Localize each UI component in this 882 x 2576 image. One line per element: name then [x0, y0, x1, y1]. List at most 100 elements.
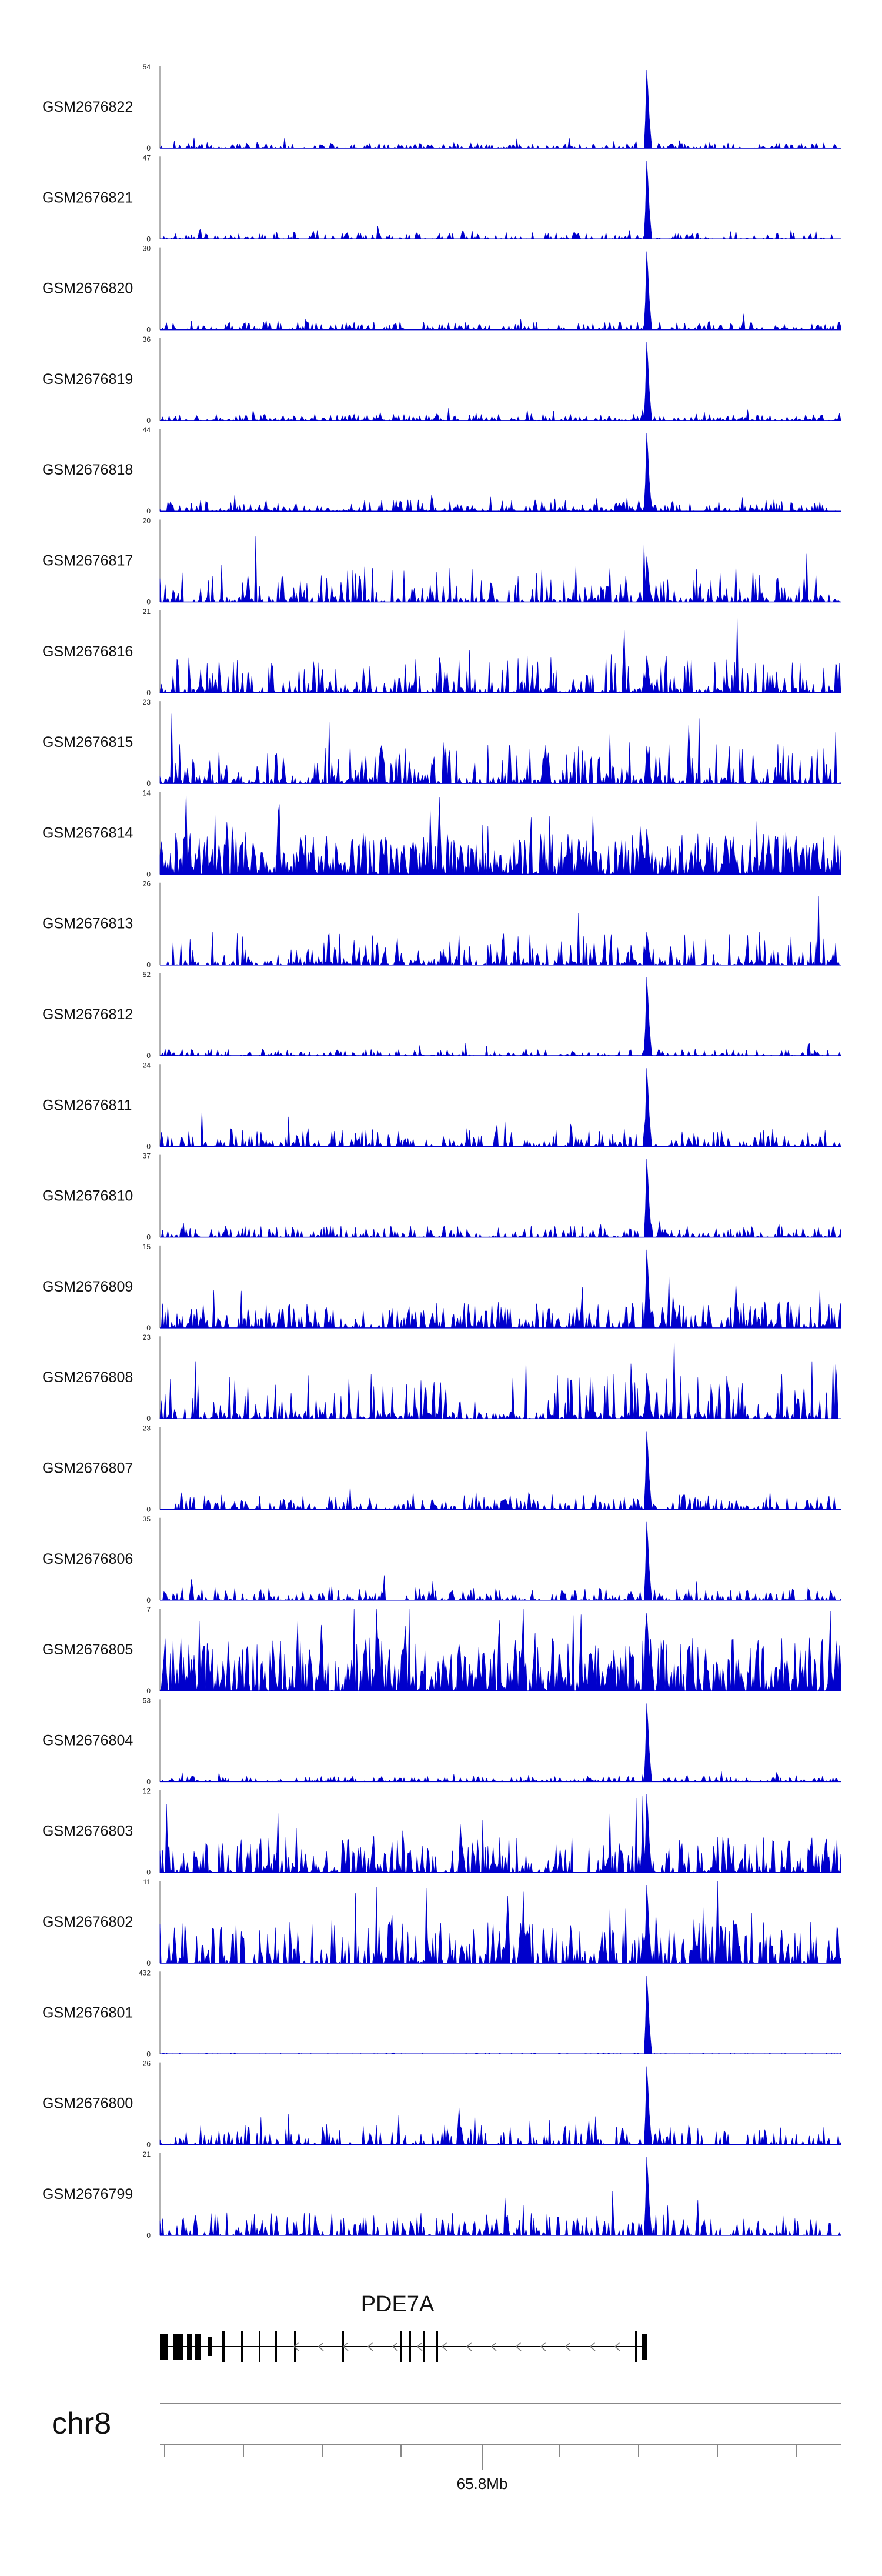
- track-ymin-label: 0: [146, 689, 151, 697]
- track-label: GSM2676818: [42, 462, 133, 478]
- track-ymin-label: 0: [146, 1414, 151, 1423]
- track-gsm2676822: GSM2676822 54 0: [42, 63, 841, 152]
- track-gsm2676818: GSM2676818 44 0: [42, 426, 841, 515]
- gene-exon: [259, 2331, 260, 2362]
- track-label: GSM2676801: [42, 2004, 133, 2021]
- scale-ticks: [164, 2444, 797, 2470]
- track-ymax-label: 26: [143, 2060, 151, 2068]
- strand-arrow-icon: [564, 2342, 571, 2351]
- track-signal-area: [159, 618, 841, 693]
- track-ymax-label: 44: [143, 426, 151, 434]
- strand-arrow-icon: [441, 2342, 447, 2351]
- track-ymin-label: 0: [146, 235, 151, 243]
- gene-exon: [635, 2331, 637, 2362]
- gene-exon: [642, 2334, 647, 2360]
- track-label: GSM2676821: [42, 189, 133, 206]
- track-gsm2676802: GSM2676802 11 0: [42, 1878, 841, 1967]
- track-label: GSM2676806: [42, 1551, 133, 1567]
- track-signal-area: [160, 1431, 841, 1510]
- track-label: GSM2676803: [42, 1823, 133, 1840]
- gene-exon: [409, 2331, 411, 2362]
- track-signal-area: [159, 69, 841, 149]
- gene-exon: [173, 2334, 183, 2360]
- track-ymax-label: 12: [143, 1787, 151, 1796]
- track-label: GSM2676804: [42, 1732, 133, 1749]
- track-ymax-label: 15: [143, 1243, 151, 1251]
- track-label: GSM2676808: [42, 1369, 133, 1386]
- track-gsm2676817: GSM2676817 20 0: [42, 517, 841, 606]
- track-signal-area: [159, 713, 841, 785]
- gene-exon: [222, 2331, 225, 2362]
- track-label: GSM2676812: [42, 1006, 133, 1023]
- track-signal-area: [159, 2157, 841, 2237]
- track-ymax-label: 11: [143, 1878, 151, 1886]
- track-signal-area: [160, 1249, 841, 1329]
- strand-arrow-icon: [466, 2342, 472, 2351]
- track-ymin-label: 0: [146, 779, 151, 788]
- gene-exon: [195, 2334, 201, 2360]
- track-ymax-label: 21: [143, 608, 151, 616]
- track-gsm2676801: GSM2676801 432 0: [42, 1968, 841, 2058]
- track-ymax-label: 54: [143, 63, 151, 71]
- track-ymin-label: 0: [146, 1142, 151, 1150]
- track-signal-area: [159, 536, 841, 603]
- track-ymax-label: 47: [143, 154, 151, 162]
- track-signal-area: [159, 1609, 841, 1691]
- axis-tick-label-65-8mb: 65.8Mb: [457, 2475, 508, 2492]
- gene-exon: [160, 2334, 168, 2360]
- track-label: GSM2676810: [42, 1188, 133, 1204]
- track-signal-area: [159, 433, 841, 512]
- track-ymax-label: 21: [143, 2150, 151, 2158]
- track-ymin-label: 0: [146, 2231, 151, 2240]
- track-ymax-label: 7: [146, 1606, 151, 1614]
- track-signal-area: [159, 1976, 841, 2054]
- track-ymin-label: 0: [146, 1687, 151, 1695]
- track-signal-area: [159, 792, 841, 875]
- gene-exon: [423, 2331, 425, 2362]
- track-gsm2676809: GSM2676809 15 0: [42, 1243, 841, 1332]
- track-gsm2676805: GSM2676805 7 0: [42, 1606, 841, 1695]
- track-ymax-label: 52: [143, 970, 151, 979]
- signal-tracks: GSM2676822540GSM2676821470GSM2676820300G…: [42, 63, 841, 2240]
- track-label: GSM2676813: [42, 916, 133, 932]
- track-signal-area: [160, 251, 841, 331]
- track-ymax-label: 30: [143, 245, 151, 253]
- track-ymin-label: 0: [146, 1959, 151, 1967]
- gene-model-pde7a: PDE7A: [160, 2292, 647, 2362]
- track-ymax-label: 35: [143, 1515, 151, 1523]
- strand-arrow-icon: [367, 2342, 373, 2351]
- track-ymax-label: 26: [143, 880, 151, 888]
- track-label: GSM2676811: [42, 1097, 132, 1113]
- track-ymin-label: 0: [146, 2050, 151, 2058]
- strand-arrow-icon: [416, 2342, 423, 2351]
- track-label: GSM2676814: [42, 825, 133, 841]
- track-ymax-label: 37: [143, 1152, 151, 1160]
- track-gsm2676810: GSM2676810 37 0: [42, 1152, 841, 1242]
- track-signal-area: [159, 342, 841, 421]
- track-signal-area: [160, 161, 841, 240]
- track-ymin-label: 0: [146, 1324, 151, 1332]
- gene-exon: [400, 2331, 402, 2362]
- track-gsm2676813: GSM2676813 26 0: [42, 880, 841, 969]
- track-ymin-label: 0: [146, 2141, 151, 2149]
- track-gsm2676803: GSM2676803 12 0: [42, 1787, 841, 1877]
- track-label: GSM2676815: [42, 734, 133, 750]
- track-label: GSM2676822: [42, 99, 133, 115]
- track-ymax-label: 14: [143, 789, 151, 797]
- gene-exon: [436, 2331, 438, 2362]
- strand-arrow-icon: [293, 2342, 299, 2351]
- chromosome-axis: chr8 65.8Mb: [52, 2403, 841, 2492]
- track-ymax-label: 36: [143, 335, 151, 343]
- track-signal-area: [159, 2066, 841, 2145]
- track-label: GSM2676799: [42, 2186, 133, 2203]
- track-ymax-label: 432: [139, 1968, 151, 1977]
- gene-exon: [294, 2331, 296, 2362]
- track-label: GSM2676819: [42, 371, 133, 388]
- strand-arrow-icon: [392, 2342, 398, 2351]
- track-ymin-label: 0: [146, 507, 151, 515]
- track-gsm2676819: GSM2676819 36 0: [42, 335, 841, 425]
- strand-arrow-icon: [589, 2342, 596, 2351]
- track-signal-area: [159, 1068, 841, 1147]
- track-signal-area: [159, 1703, 841, 1783]
